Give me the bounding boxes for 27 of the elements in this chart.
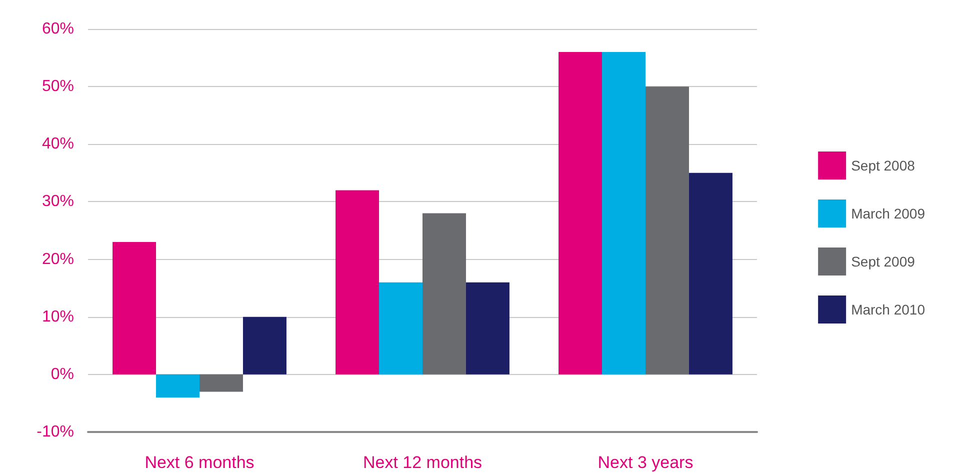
bar (602, 52, 646, 374)
bar (112, 242, 156, 374)
bar (688, 172, 732, 374)
legend-label: March 2010 (851, 302, 926, 318)
x-tick-label: Next 6 months (144, 453, 254, 472)
bar (200, 374, 243, 392)
y-tick-label: 40% (42, 136, 74, 153)
y-tick-label: 60% (42, 20, 74, 38)
y-tick-label: -10% (36, 424, 74, 440)
legend-label: Sept 2008 (851, 158, 916, 174)
bar (422, 213, 466, 374)
y-tick-label: 30% (42, 193, 74, 210)
bar (336, 190, 380, 374)
legend-label: Sept 2009 (851, 254, 916, 270)
x-tick-label: Next 3 years (598, 453, 694, 472)
bar (379, 282, 422, 374)
y-tick-label: 0% (50, 366, 74, 383)
bar (558, 52, 602, 374)
y-tick-label: 50% (42, 78, 74, 96)
y-tick-label: 20% (42, 250, 74, 268)
x-tick-label: Next 12 months (362, 453, 482, 472)
legend-label: March 2009 (851, 206, 926, 222)
y-tick-label: 10% (42, 308, 74, 326)
bar (646, 86, 689, 374)
bar (156, 374, 200, 398)
bar (466, 282, 510, 374)
bar (242, 316, 286, 374)
